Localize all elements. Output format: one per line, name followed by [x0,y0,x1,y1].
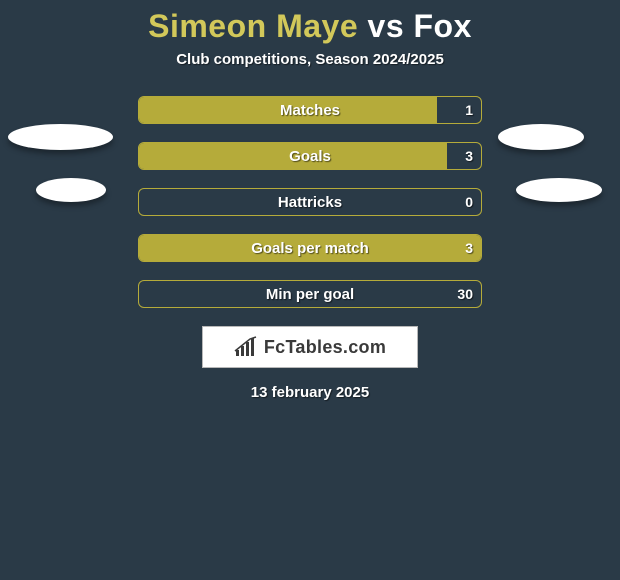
player-photo-placeholder [498,124,584,150]
stat-fill-left [139,143,447,169]
stat-row: Min per goal30 [138,280,482,308]
stat-label: Min per goal [139,281,481,307]
stat-bars: Matches1 Goals3 Hattricks0 Goals per match3… [138,96,482,308]
stat-fill-left [139,235,481,261]
date-line: 13 february 2025 [0,384,620,401]
player-photo-placeholder [8,124,113,150]
player1-name: Simeon Maye [148,8,358,44]
logo-text: FcTables.com [264,337,386,358]
chart-icon [234,336,258,358]
stat-value: 1 [465,97,473,123]
player2-name: Fox [414,8,472,44]
vs-separator: vs [368,8,405,44]
stat-label: Hattricks [139,189,481,215]
stat-row: Matches1 [138,96,482,124]
player-photo-placeholder [516,178,602,202]
stat-value: 0 [465,189,473,215]
stat-row: Goals per match3 [138,234,482,262]
page-title: Simeon Maye vs Fox [0,8,620,45]
subtitle: Club competitions, Season 2024/2025 [0,51,620,68]
stat-fill-left [139,97,437,123]
comparison-card: Simeon Maye vs Fox Club competitions, Se… [0,0,620,401]
stat-value: 30 [457,281,473,307]
stat-value: 3 [465,143,473,169]
stat-row: Hattricks0 [138,188,482,216]
logo-frame[interactable]: FcTables.com [202,326,418,368]
player-photo-placeholder [36,178,106,202]
stat-row: Goals3 [138,142,482,170]
